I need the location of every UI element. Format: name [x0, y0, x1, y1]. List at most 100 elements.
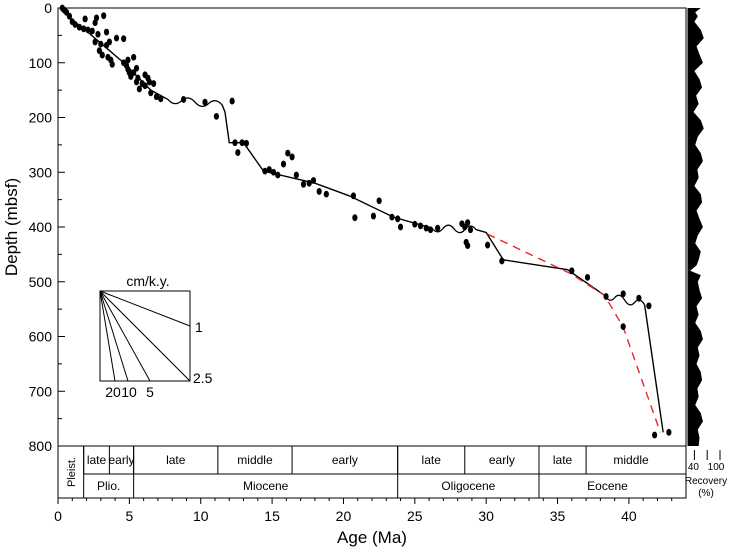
- datum-point: [323, 190, 329, 198]
- y-axis-label: Depth (mbsf): [2, 178, 21, 276]
- datum-point: [465, 219, 471, 227]
- datum-point: [229, 97, 235, 105]
- datum-point: [397, 223, 404, 231]
- datum-point: [350, 192, 357, 200]
- rate-line: [99, 290, 116, 382]
- subepoch-label: middle: [237, 453, 273, 467]
- datum-point: [121, 35, 127, 43]
- datum-point: [289, 153, 295, 161]
- datum-point: [620, 290, 626, 298]
- subepoch-label: late: [166, 453, 186, 467]
- datum-point: [153, 93, 160, 101]
- datum-point: [82, 15, 88, 23]
- x-tick-label: 0: [54, 508, 62, 524]
- hiatus-wavy-line: [167, 97, 223, 108]
- datum-point: [145, 74, 151, 82]
- datum-point: [266, 166, 272, 173]
- y-tick-label: 600: [29, 329, 53, 345]
- datum-point: [603, 293, 609, 300]
- x-tick-label: 25: [407, 508, 423, 524]
- datum-point: [620, 323, 626, 331]
- epoch-label: Pleist.: [66, 457, 78, 487]
- datum-point: [109, 60, 115, 68]
- datum-point: [467, 226, 474, 234]
- datum-point: [106, 38, 112, 46]
- y-tick-label: 0: [44, 0, 52, 16]
- y-tick-label: 700: [29, 383, 53, 399]
- x-tick-label: 20: [336, 508, 352, 524]
- datum-point: [499, 257, 505, 265]
- rate-key-label: 2.5: [193, 370, 213, 386]
- datum-point: [98, 40, 104, 48]
- x-tick-label: 15: [264, 508, 280, 524]
- recovery-tick-label: 40: [688, 462, 700, 473]
- x-tick-label: 40: [621, 508, 637, 524]
- y-tick-label: 100: [29, 55, 53, 71]
- datum-point: [569, 267, 575, 275]
- datum-point: [202, 98, 208, 106]
- datum-point: [636, 294, 642, 302]
- y-tick-label: 200: [29, 110, 53, 126]
- subepoch-label: late: [422, 453, 442, 467]
- subepoch-label: late: [87, 453, 107, 467]
- datum-point: [310, 177, 317, 184]
- rate-line: [99, 290, 191, 382]
- subepoch-label: middle: [613, 453, 649, 467]
- datum-point: [133, 78, 140, 86]
- datum-point: [99, 51, 105, 59]
- datum-point: [417, 222, 424, 230]
- subepoch-label: early: [489, 453, 515, 467]
- rate-line: [99, 290, 129, 382]
- datum-point: [235, 149, 241, 156]
- epoch-label: Miocene: [243, 479, 289, 493]
- datum-point: [158, 95, 164, 103]
- rate-key-box: [99, 290, 191, 382]
- datum-point: [389, 213, 395, 221]
- datum-point: [427, 226, 434, 234]
- subepoch-label: early: [332, 453, 358, 467]
- age-model-line: [643, 304, 664, 433]
- datum-point: [103, 28, 110, 36]
- datum-point: [151, 80, 157, 87]
- datum-point: [89, 27, 95, 35]
- x-tick-label: 35: [550, 508, 566, 524]
- datum-point: [136, 85, 142, 93]
- datum-point: [148, 89, 154, 97]
- recovery-unit: (%): [698, 488, 714, 499]
- x-axis-label: Age (Ma): [337, 528, 407, 547]
- datum-point: [376, 197, 382, 205]
- datum-point: [139, 80, 145, 87]
- datum-point: [423, 224, 429, 232]
- datum-point: [395, 215, 401, 223]
- epoch-label: Plio.: [97, 479, 120, 493]
- datum-point: [465, 242, 471, 250]
- datum-point: [125, 56, 131, 64]
- rate-key-label: 20: [105, 384, 121, 400]
- y-tick-label: 500: [29, 274, 53, 290]
- datum-point: [280, 160, 287, 168]
- datum-point: [370, 212, 377, 220]
- datum-point: [666, 428, 672, 436]
- y-tick-label: 400: [29, 219, 53, 235]
- subepoch-label: late: [553, 453, 573, 467]
- datum-point: [412, 220, 418, 228]
- datum-point: [92, 19, 98, 27]
- datum-point: [72, 21, 78, 28]
- recovery-panel: 40 100 Recovery(%): [685, 8, 727, 499]
- y-tick-label: 800: [29, 438, 53, 454]
- rate-line: [99, 290, 191, 327]
- datum-point: [101, 12, 107, 20]
- datum-point: [270, 168, 277, 176]
- x-tick-label: 5: [125, 508, 133, 524]
- datum-point: [95, 30, 101, 38]
- x-tick-label: 10: [193, 508, 209, 524]
- datum-point: [652, 431, 658, 439]
- datum-point: [66, 12, 73, 20]
- rate-key: cm/k.y. 1 2.5 20 10 5: [99, 273, 213, 400]
- rate-key-label: 5: [146, 384, 154, 400]
- rate-key-label: 10: [121, 384, 137, 400]
- x-tick-label: 30: [478, 508, 494, 524]
- datum-point: [213, 113, 220, 120]
